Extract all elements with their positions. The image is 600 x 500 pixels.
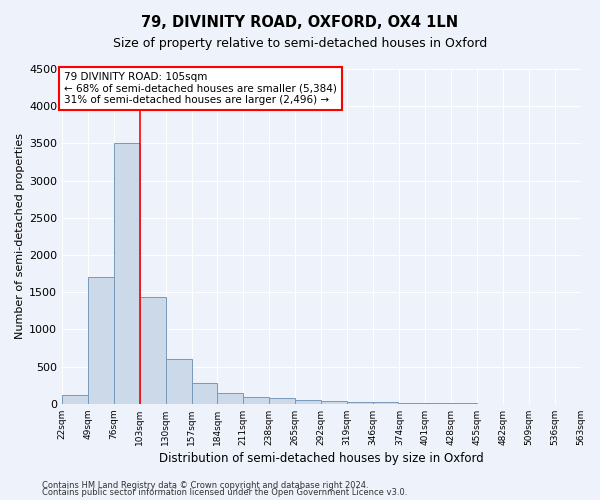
Bar bbox=[140, 298, 166, 404]
Bar bbox=[295, 400, 321, 404]
Bar bbox=[114, 144, 140, 404]
Bar bbox=[243, 397, 269, 404]
Bar bbox=[62, 395, 88, 404]
Text: 79, DIVINITY ROAD, OXFORD, OX4 1LN: 79, DIVINITY ROAD, OXFORD, OX4 1LN bbox=[142, 15, 458, 30]
Bar bbox=[217, 392, 243, 404]
Text: Contains public sector information licensed under the Open Government Licence v3: Contains public sector information licen… bbox=[42, 488, 407, 497]
Bar bbox=[269, 398, 295, 404]
X-axis label: Distribution of semi-detached houses by size in Oxford: Distribution of semi-detached houses by … bbox=[159, 452, 484, 465]
Bar bbox=[321, 401, 347, 404]
Bar bbox=[400, 403, 425, 404]
Bar bbox=[166, 359, 191, 404]
Bar bbox=[425, 403, 451, 404]
Bar bbox=[373, 402, 398, 404]
Bar bbox=[347, 402, 373, 404]
Bar bbox=[191, 383, 217, 404]
Text: Contains HM Land Registry data © Crown copyright and database right 2024.: Contains HM Land Registry data © Crown c… bbox=[42, 480, 368, 490]
Bar bbox=[88, 278, 114, 404]
Text: Size of property relative to semi-detached houses in Oxford: Size of property relative to semi-detach… bbox=[113, 38, 487, 51]
Y-axis label: Number of semi-detached properties: Number of semi-detached properties bbox=[15, 134, 25, 340]
Text: 79 DIVINITY ROAD: 105sqm
← 68% of semi-detached houses are smaller (5,384)
31% o: 79 DIVINITY ROAD: 105sqm ← 68% of semi-d… bbox=[64, 72, 337, 105]
